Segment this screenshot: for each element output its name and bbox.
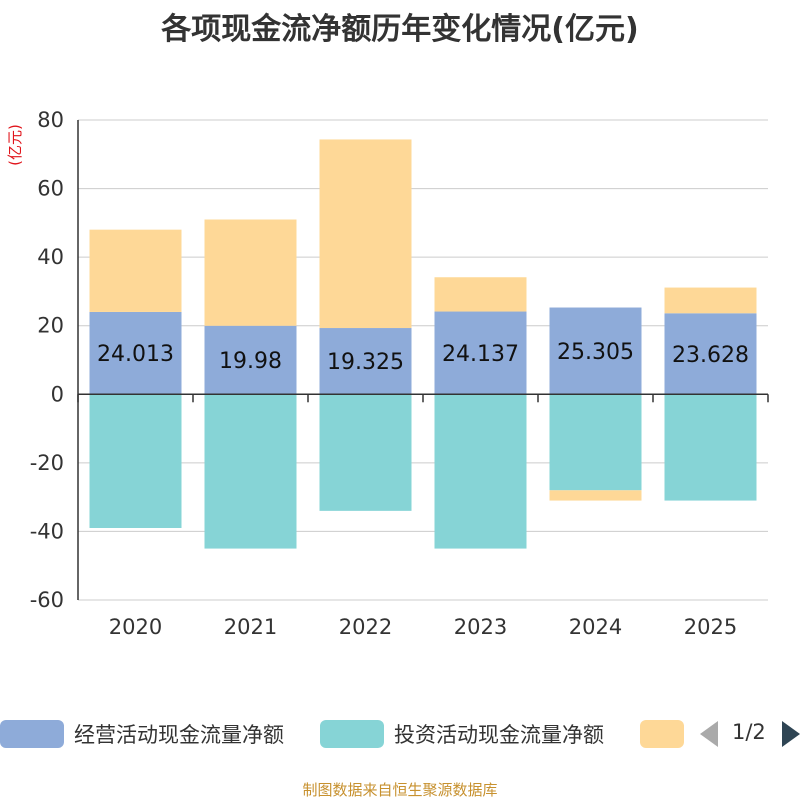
bar-2020-series-1 [89,394,182,528]
bar-2024-series-0 [549,307,642,395]
legend-pager: 1/2 [700,714,800,754]
legend-item-operating[interactable]: 经营活动现金流量净额 [0,714,284,754]
legend-label: 经营活动现金流量净额 [74,723,284,747]
chart-title: 各项现金流净额历年变化情况(亿元) [161,12,639,47]
bar-chart: -60 -40 -20 0 20 40 60 80 (亿元) 24.013 19.98 19.325 2… [6,108,769,639]
bar-2022-series-1 [319,394,412,511]
bar-2021-series-2 [204,219,297,326]
y-tick-label: -60 [30,588,64,612]
y-tick-label: -20 [30,451,64,475]
data-label-2025: 23.628 [672,343,749,368]
bar-2021-series-1 [204,394,297,549]
bar-2020-series-2 [89,229,182,312]
y-tick-label: 0 [51,382,64,406]
bar-2025-series-1 [664,394,757,501]
data-label-2020: 24.013 [97,342,174,367]
x-tick-label: 2020 [109,615,162,639]
pager-next-icon[interactable] [782,721,800,747]
x-tick-label: 2024 [569,615,622,639]
y-tick-label: 20 [37,314,64,338]
bar-2023-series-1 [434,394,527,549]
legend-swatch [320,720,384,748]
y-tick-label: 40 [37,245,64,269]
bar-2023-series-2 [434,277,527,312]
legend: 经营活动现金流量净额 投资活动现金流量净额 1/2 [0,714,800,754]
bar-2025-series-0 [664,313,757,395]
bar-2022-series-2 [319,139,412,329]
legend-swatch [640,720,684,748]
y-tick-label: 80 [37,108,64,132]
bar-2024-series-1 [549,394,642,491]
data-label-2023: 24.137 [442,342,519,367]
pager-prev-icon[interactable] [700,721,718,747]
source-note: 制图数据来自恒生聚源数据库 [302,781,498,799]
y-axis-label: (亿元) [6,124,24,166]
x-tick-label: 2022 [339,615,392,639]
legend-item-financing[interactable] [640,714,694,754]
bar-2021-series-0 [204,325,297,395]
data-label-2022: 19.325 [327,350,404,375]
legend-label: 投资活动现金流量净额 [394,723,604,747]
data-label-2021: 19.98 [219,349,282,374]
bar-2023-series-0 [434,311,527,395]
data-label-2024: 25.305 [557,340,634,365]
x-tick-label: 2021 [224,615,277,639]
y-tick-label: 60 [37,177,64,201]
bar-2022-series-0 [319,328,412,395]
bar-2020-series-0 [89,311,182,395]
legend-swatch [0,720,64,748]
x-tick-label: 2025 [684,615,737,639]
x-tick-label: 2023 [454,615,507,639]
y-tick-label: -40 [30,519,64,543]
bar-2024-series-2 [549,490,642,501]
legend-item-investing[interactable]: 投资活动现金流量净额 [320,714,604,754]
bar-2025-series-2 [664,287,757,314]
pager-text: 1/2 [732,720,766,744]
